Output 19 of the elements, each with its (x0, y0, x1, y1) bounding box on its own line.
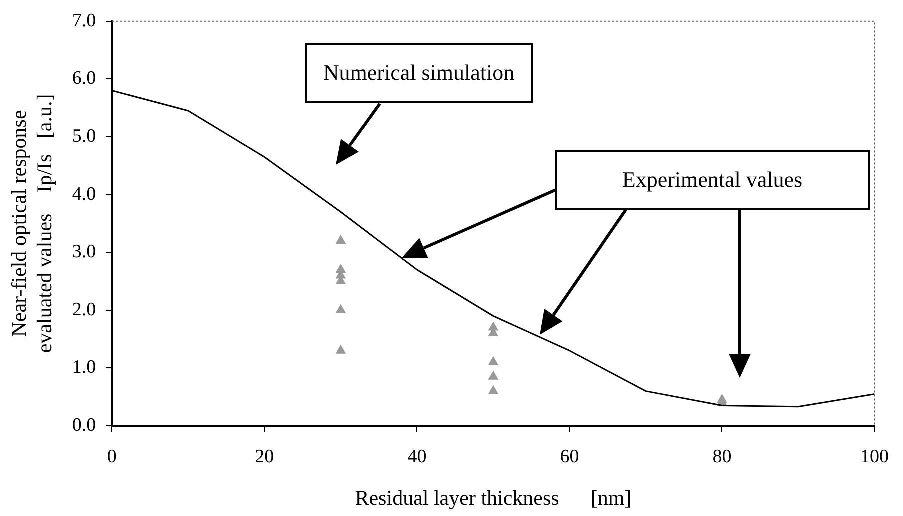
y-tick-label: 0.0 (72, 414, 96, 436)
y-tick-label: 7.0 (72, 10, 96, 32)
y-tick-label: 3.0 (72, 242, 96, 263)
x-tick-label: 20 (255, 446, 274, 468)
text: evaluated values Ip/Is [a.u.] (32, 94, 56, 354)
text: Near-field optical response (7, 110, 32, 338)
callout-box: Numerical simulation (305, 43, 533, 103)
y-tick-label: 1.0 (72, 357, 96, 378)
y-tick-label: 5.0 (72, 126, 96, 147)
x-tick-label: 40 (408, 446, 427, 468)
y-tick-label: 6.0 (72, 68, 96, 90)
x-axis-title: Residual layer thickness [nm] (355, 486, 632, 510)
y-tick-label: 4.0 (72, 184, 96, 205)
x-tick-label: 0 (107, 446, 117, 468)
x-tick-label: 80 (712, 446, 732, 468)
x-tick-label: 60 (560, 446, 580, 468)
y-tick-label: 2.0 (72, 299, 96, 320)
callout-box: Experimental values (555, 150, 870, 210)
x-tick-label: 100 (860, 446, 889, 468)
